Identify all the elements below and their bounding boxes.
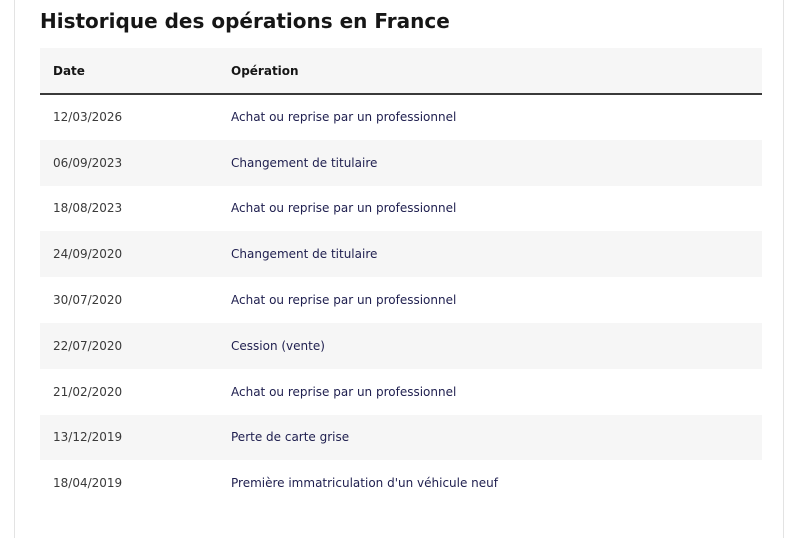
date-cell: 24/09/2020: [40, 231, 218, 278]
operation-cell: Achat ou reprise par un professionnel: [231, 384, 457, 399]
date-cell: 18/04/2019: [53, 476, 123, 491]
date-cell: 06/09/2023: [40, 139, 218, 186]
date-cell: 30/07/2020: [53, 293, 123, 308]
table-row: 18/08/2023 Achat ou reprise par un profe…: [40, 186, 762, 232]
column-header-date: Date: [40, 48, 218, 95]
operation-cell: Achat ou reprise par un professionnel: [231, 293, 457, 308]
date-cell: 22/07/2020: [40, 322, 218, 369]
section-title: Historique des opérations en France: [40, 9, 450, 33]
operation-cell: Changement de titulaire: [218, 231, 762, 278]
operation-cell: Première immatriculation d'un véhicule n…: [231, 476, 498, 491]
table-header-row: Date Opération: [40, 48, 762, 95]
operation-cell: Achat ou reprise par un professionnel: [231, 110, 457, 125]
table-row: 18/04/2019 Première immatriculation d'un…: [40, 460, 762, 506]
table-row: 22/07/2020 Cession (vente): [40, 322, 762, 369]
table-body: 12/03/2026 Achat ou reprise par un profe…: [40, 94, 762, 506]
table-row: 21/02/2020 Achat ou reprise par un profe…: [40, 369, 762, 415]
column-header-operation: Opération: [218, 48, 762, 95]
table-row: 13/12/2019 Perte de carte grise: [40, 414, 762, 461]
table-row: 12/03/2026 Achat ou reprise par un profe…: [40, 94, 762, 140]
table-header: Date Opération: [40, 48, 762, 95]
table-row: 30/07/2020 Achat ou reprise par un profe…: [40, 277, 762, 323]
table-row: 06/09/2023 Changement de titulaire: [40, 139, 762, 186]
table-row: 24/09/2020 Changement de titulaire: [40, 231, 762, 278]
operation-cell: Achat ou reprise par un professionnel: [231, 201, 457, 216]
operation-cell: Perte de carte grise: [218, 414, 762, 461]
date-cell: 12/03/2026: [53, 110, 123, 125]
operations-history-table: Date Opération 12/03/2026 Achat ou repri…: [40, 48, 762, 506]
date-cell: 13/12/2019: [40, 414, 218, 461]
date-cell: 21/02/2020: [53, 384, 123, 399]
page-frame: [14, 0, 784, 538]
operation-cell: Cession (vente): [218, 322, 762, 369]
operation-cell: Changement de titulaire: [218, 139, 762, 186]
date-cell: 18/08/2023: [53, 201, 123, 216]
